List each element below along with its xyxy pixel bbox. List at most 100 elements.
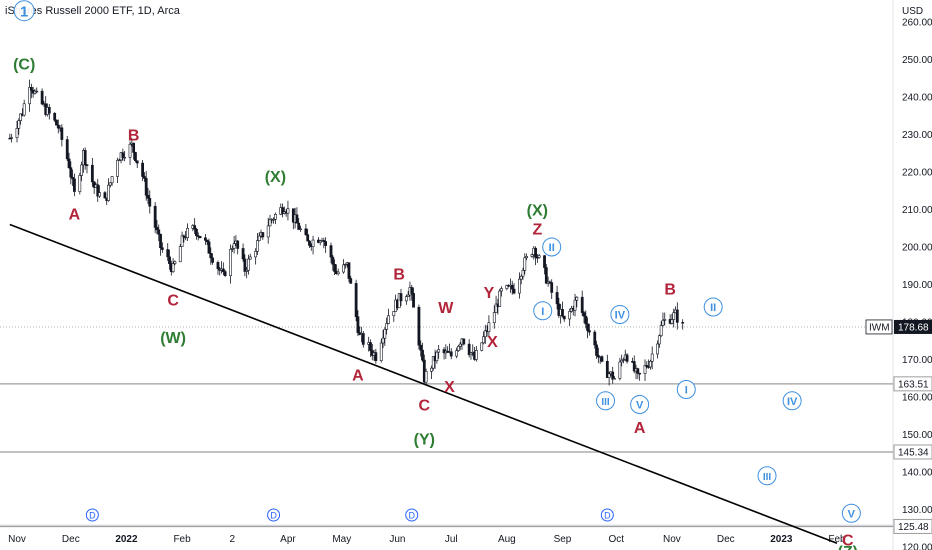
- wave-label: X: [444, 379, 455, 396]
- x-tick-label: Sep: [554, 534, 572, 545]
- candle-body: [474, 350, 478, 360]
- symbol-tag: [865, 319, 893, 335]
- candle-body: [121, 152, 125, 158]
- candle-body: [534, 247, 537, 258]
- candle-body: [467, 343, 471, 356]
- candle-body: [550, 282, 554, 293]
- dividend-marker[interactable]: [267, 508, 281, 522]
- candle-body: [132, 142, 136, 153]
- candle-body: [144, 178, 148, 196]
- candle-body: [333, 263, 336, 272]
- dividend-marker[interactable]: [600, 508, 614, 522]
- x-tick-label: Dec: [62, 534, 80, 545]
- candle-body: [230, 248, 234, 250]
- candle-body: [198, 235, 202, 239]
- candle-body: [236, 240, 240, 249]
- candle-body: [155, 227, 159, 231]
- candle-body: [40, 90, 44, 105]
- candle-body: [186, 228, 189, 239]
- candle-body: [613, 378, 616, 380]
- candle-body: [584, 315, 588, 325]
- candle-body: [374, 352, 378, 361]
- last-price-tag: [894, 319, 932, 334]
- wave-label: IV: [787, 396, 798, 408]
- x-tick-label: 2023: [770, 534, 793, 545]
- candle-body: [510, 284, 514, 290]
- price-level-tag: [893, 444, 932, 460]
- wave-label: V: [848, 508, 856, 520]
- candle-body: [157, 229, 161, 235]
- candle-body: [223, 271, 227, 277]
- candle-body: [480, 342, 484, 351]
- candle-body: [600, 356, 604, 362]
- candle-body: [331, 256, 335, 265]
- y-tick-label: 250.00: [902, 55, 932, 66]
- x-tick-label: Nov: [8, 534, 26, 545]
- candle-body: [304, 228, 308, 235]
- candle-body: [85, 164, 89, 166]
- candle-body: [421, 349, 424, 361]
- candle-body: [555, 292, 559, 305]
- wave-circle: [676, 380, 696, 399]
- candle-body: [593, 331, 597, 346]
- wave-circle: [630, 395, 650, 414]
- candle-body: [207, 241, 211, 254]
- candle-body: [168, 256, 171, 265]
- candle-body: [171, 263, 175, 272]
- wave-label: III: [763, 472, 772, 483]
- candle-body: [562, 315, 566, 320]
- candle-body: [492, 312, 496, 324]
- candle-body: [622, 359, 625, 361]
- candle-body: [573, 299, 577, 311]
- candle-body: [148, 197, 152, 207]
- candle-body: [117, 159, 121, 162]
- candle-body: [247, 258, 250, 271]
- candle-body: [672, 312, 676, 320]
- candle-body: [620, 359, 624, 363]
- candle-body: [69, 167, 73, 178]
- candle-body: [266, 225, 270, 238]
- wave-label: 1: [20, 3, 28, 20]
- candle-body: [580, 296, 584, 313]
- dividend-marker[interactable]: [85, 508, 99, 522]
- price-level-tag: [893, 376, 932, 392]
- y-tick-label: 130.00: [902, 505, 932, 516]
- candle-body: [494, 303, 498, 313]
- wave-circle: [610, 305, 630, 324]
- dividend-marker[interactable]: [405, 508, 419, 522]
- candle-body: [67, 158, 71, 168]
- candle-body: [437, 349, 441, 353]
- y-tick-label: 200.00: [902, 243, 932, 254]
- price-level-label: 145.34: [898, 447, 929, 458]
- candle-body: [645, 365, 649, 367]
- candle-body: [272, 218, 275, 221]
- candle-body: [419, 344, 423, 351]
- candle-body: [548, 281, 552, 284]
- candle-body: [90, 164, 94, 183]
- candle-body: [107, 184, 110, 201]
- wave-label: B: [664, 281, 676, 298]
- candle-body: [281, 207, 284, 214]
- y-tick-label: 240.00: [902, 93, 932, 104]
- trendline[interactable]: [9, 223, 838, 544]
- candle-body: [543, 255, 546, 268]
- candle-body: [670, 319, 674, 324]
- candle-body: [128, 143, 132, 158]
- candle-body: [178, 246, 182, 263]
- wave-circle: [841, 503, 861, 523]
- x-tick-label: Jun: [389, 534, 405, 545]
- wave-label: C: [419, 398, 431, 415]
- wave-label: B: [128, 128, 140, 145]
- candle-body: [286, 208, 290, 214]
- candle-body: [160, 247, 164, 250]
- candle-body: [47, 107, 51, 114]
- currency-label: USD: [902, 6, 923, 17]
- y-tick-label: 170.00: [902, 355, 932, 366]
- wave-label: X: [487, 334, 498, 351]
- dividend-label: D: [89, 511, 96, 521]
- candle-body: [482, 336, 485, 344]
- candle-body: [406, 294, 410, 297]
- candle-body: [582, 312, 586, 317]
